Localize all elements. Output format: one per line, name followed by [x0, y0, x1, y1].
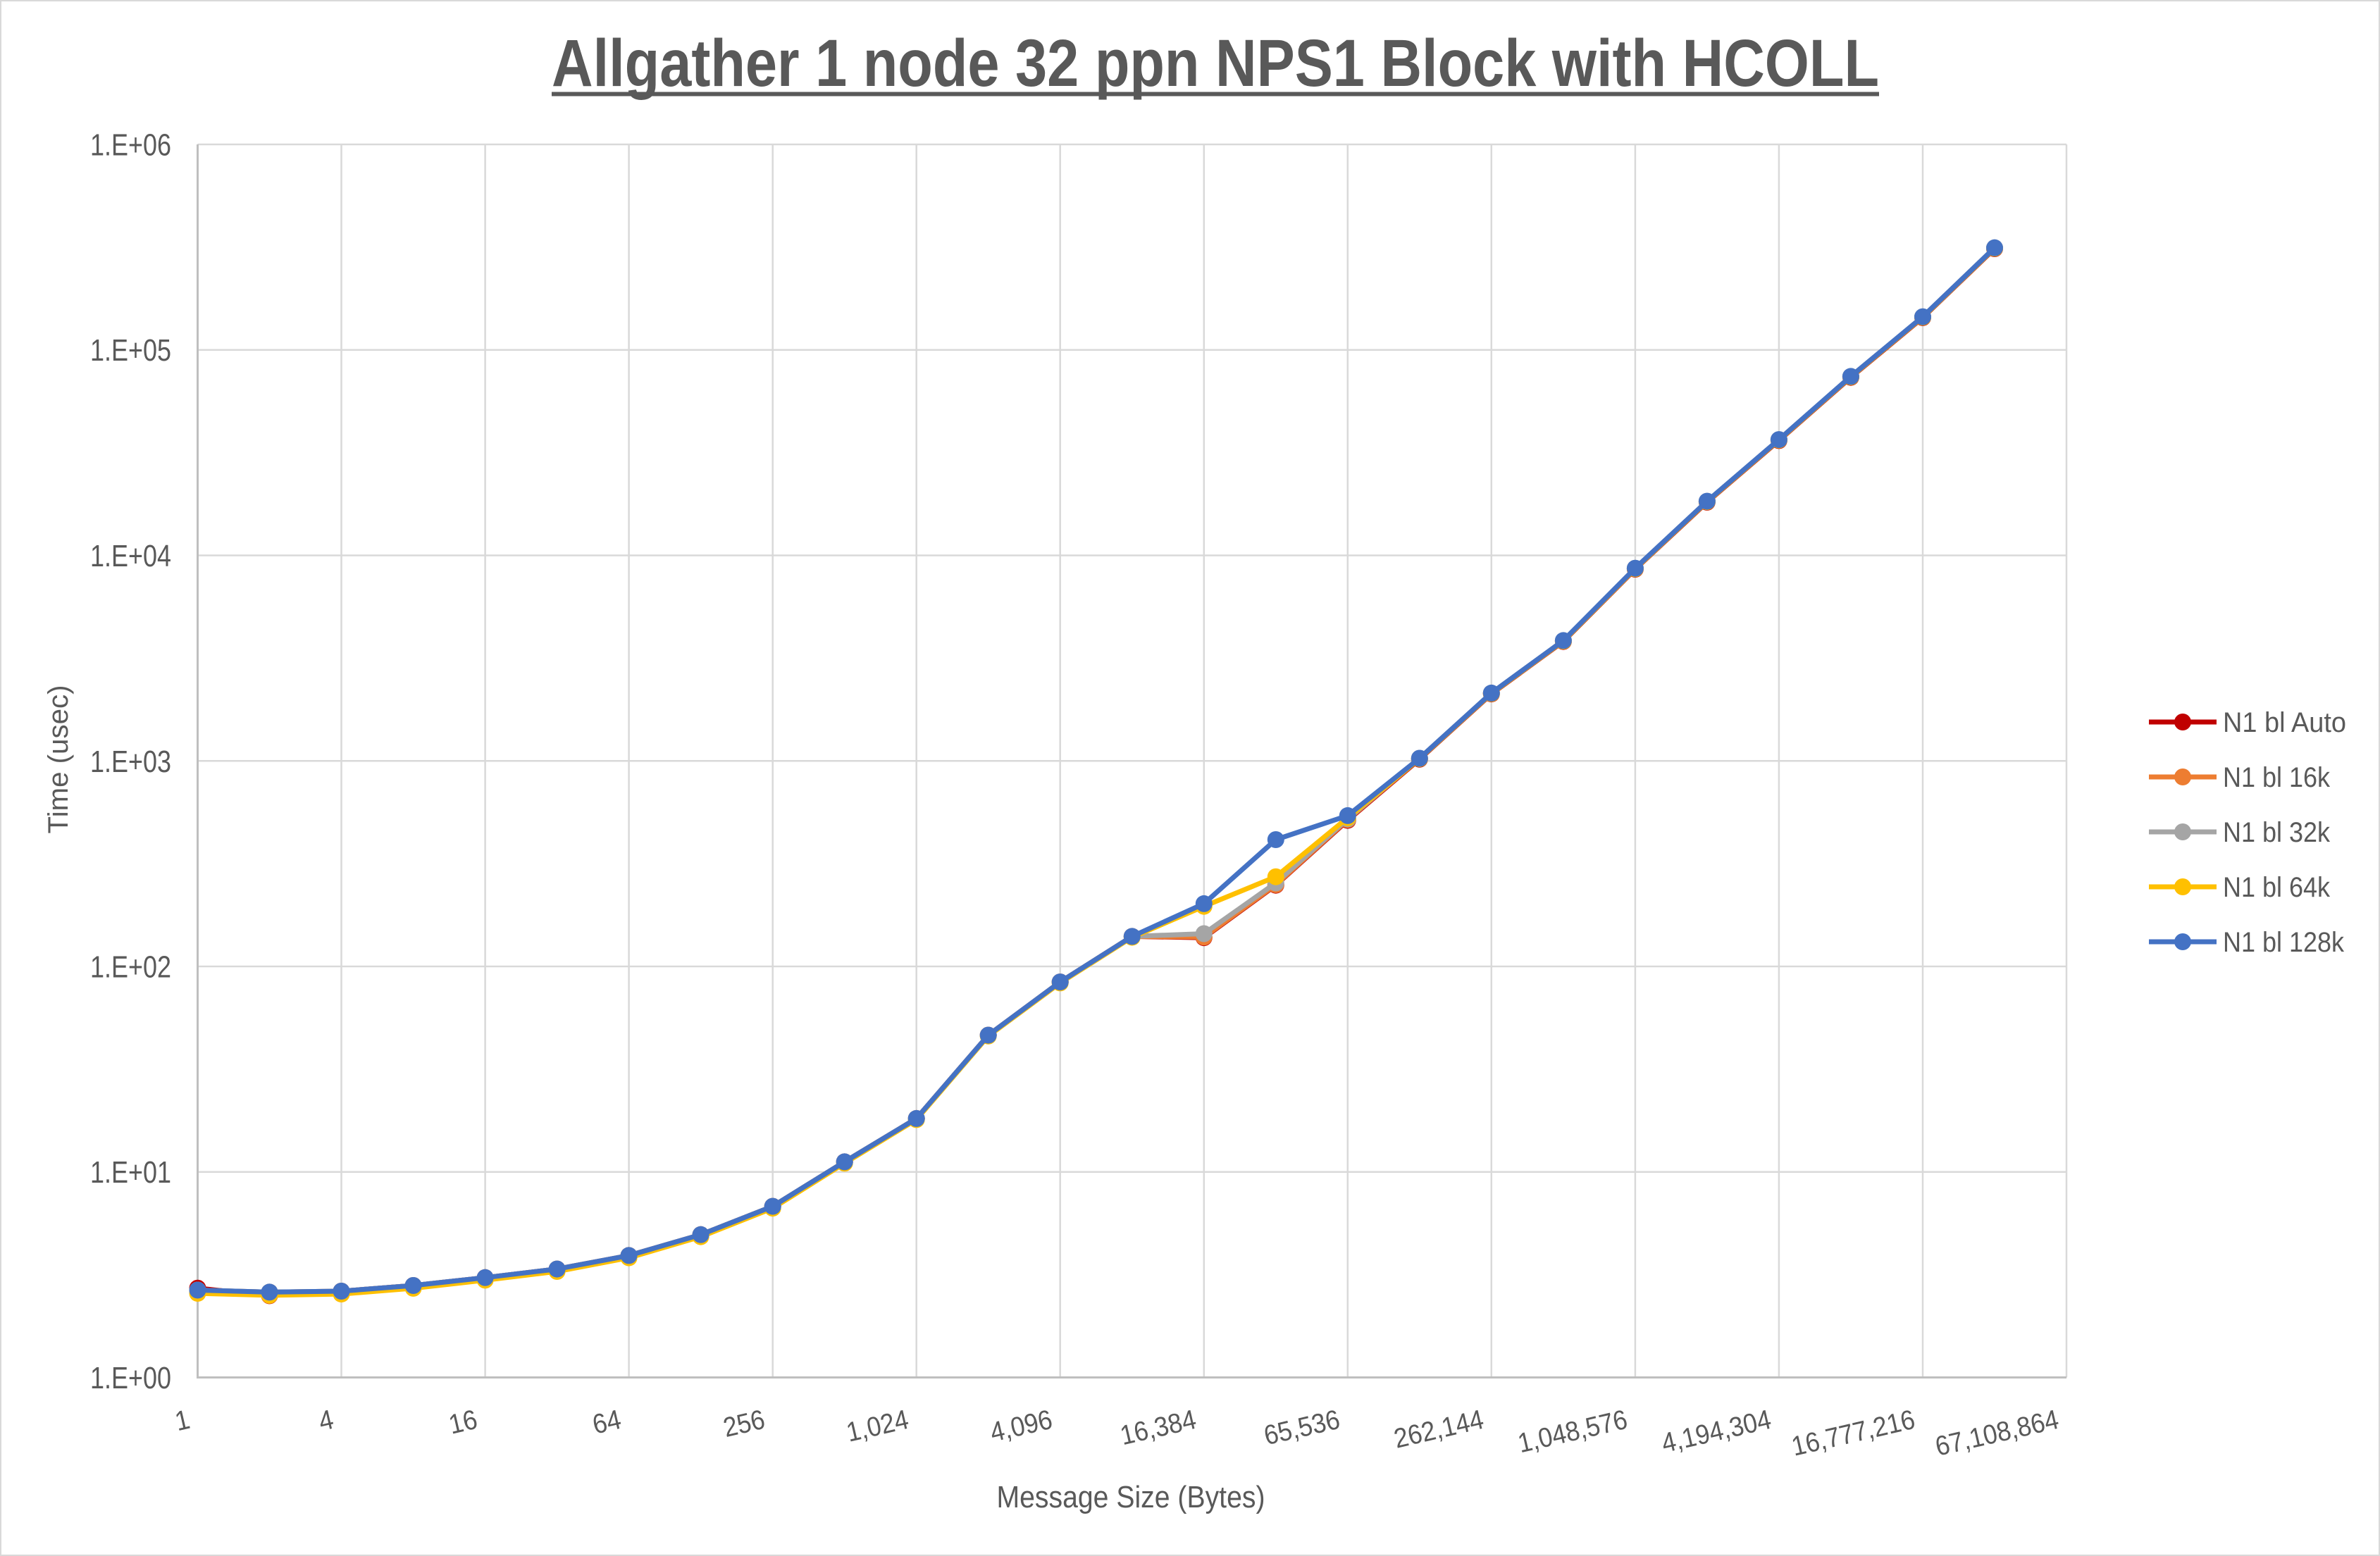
svg-text:1.E+06: 1.E+06: [90, 128, 171, 163]
svg-text:1.E+01: 1.E+01: [90, 1155, 171, 1190]
svg-text:1.E+00: 1.E+00: [90, 1361, 171, 1395]
svg-text:1.E+05: 1.E+05: [90, 333, 171, 368]
svg-text:N1 bl Auto: N1 bl Auto: [2223, 707, 2346, 738]
svg-text:16: 16: [446, 1405, 481, 1440]
svg-text:Allgather 1 node 32 ppn NPS1 B: Allgather 1 node 32 ppn NPS1 Block with …: [552, 26, 1879, 101]
svg-text:1.E+04: 1.E+04: [90, 539, 171, 573]
svg-text:N1 bl 64k: N1 bl 64k: [2223, 872, 2331, 903]
svg-text:N1 bl 128k: N1 bl 128k: [2223, 927, 2345, 958]
svg-text:1.E+03: 1.E+03: [90, 745, 171, 779]
svg-text:Time (usec): Time (usec): [43, 685, 74, 834]
svg-text:N1 bl 16k: N1 bl 16k: [2223, 762, 2331, 793]
svg-text:1.E+02: 1.E+02: [90, 950, 171, 985]
svg-text:N1 bl 32k: N1 bl 32k: [2223, 817, 2331, 848]
svg-text:64: 64: [590, 1405, 624, 1440]
svg-text:Message Size (Bytes): Message Size (Bytes): [997, 1480, 1265, 1514]
